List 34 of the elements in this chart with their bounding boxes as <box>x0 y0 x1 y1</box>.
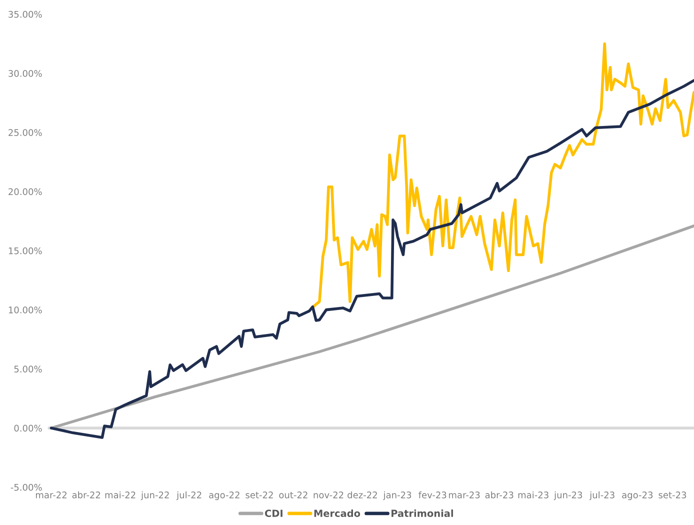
y-tick-label: 0.00% <box>14 424 42 432</box>
x-tick-label: set-22 <box>246 492 273 498</box>
x-tick-label: nov-22 <box>314 492 344 498</box>
legend-label: CDI <box>264 510 282 517</box>
x-tick-label: mar-23 <box>449 492 480 498</box>
y-tick-label: 20.00% <box>8 188 42 196</box>
x-tick-label: ago-23 <box>622 492 653 500</box>
y-tick-label: 25.00% <box>8 129 42 136</box>
x-tick-label: jul-23 <box>589 491 614 500</box>
x-tick-label: mai-22 <box>105 491 136 498</box>
y-tick-label: 15.00% <box>8 247 42 254</box>
x-tick-label: mai-23 <box>518 491 548 498</box>
legend-label: Mercado <box>314 509 360 517</box>
x-tick-label: out-22 <box>279 492 308 498</box>
x-tick-label: fev-23 <box>418 491 446 498</box>
x-tick-label: mar-22 <box>36 492 66 498</box>
legend-label: Patrimonial <box>392 509 453 517</box>
line-series <box>50 79 694 439</box>
y-tick-label: 35.00% <box>8 10 42 18</box>
y-tick-label: 10.00% <box>8 306 42 314</box>
x-tick-label: jul-22 <box>176 491 202 500</box>
x-tick-label: abr-22 <box>72 491 100 498</box>
line-series <box>50 224 694 430</box>
x-tick-label: abr-23 <box>485 491 514 498</box>
x-tick-label: jun-22 <box>140 491 169 500</box>
y-tick-label: -5.00% <box>10 484 42 491</box>
line-series <box>310 42 694 310</box>
x-tick-label: jan-23 <box>383 491 412 500</box>
x-tick-label: ago-22 <box>209 492 240 500</box>
x-tick-label: jun-23 <box>554 491 582 500</box>
y-tick-label: 30.00% <box>8 70 42 77</box>
x-tick-label: set-23 <box>658 492 686 498</box>
x-tick-label: dez-22 <box>348 491 377 498</box>
y-tick-label: 5.00% <box>14 366 42 372</box>
